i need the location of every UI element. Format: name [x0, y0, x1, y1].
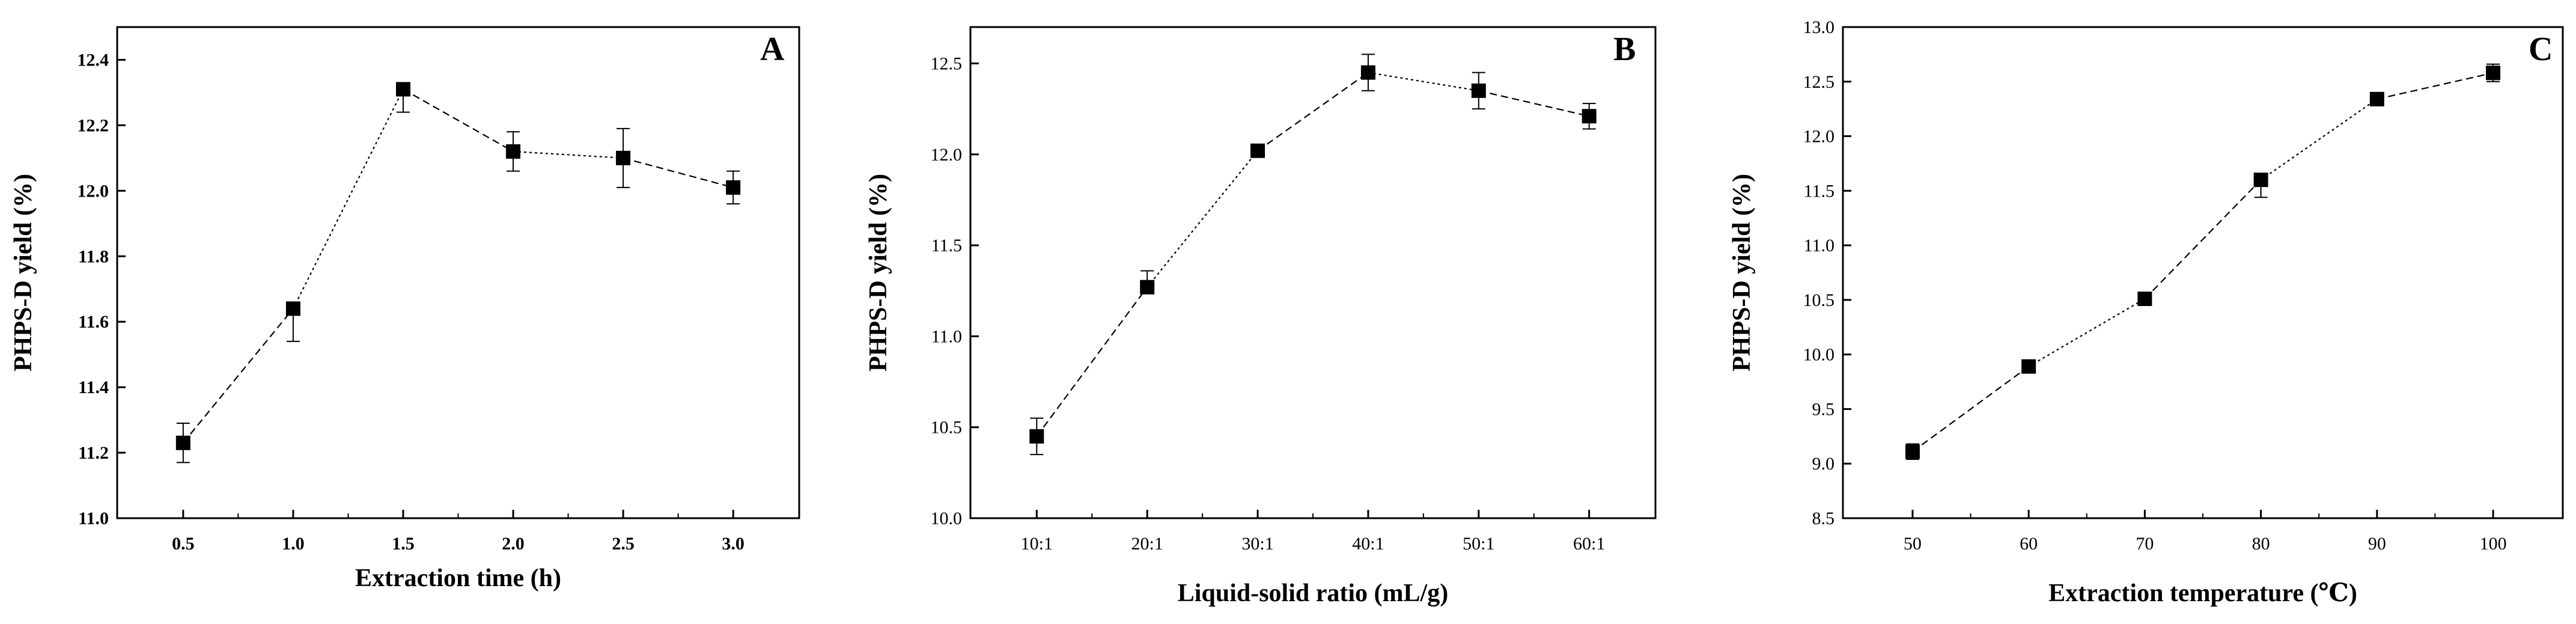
data-point — [726, 180, 741, 195]
series-line-segment — [403, 88, 514, 152]
x-tick-label: 1.0 — [282, 534, 305, 554]
data-point — [395, 82, 410, 97]
y-tick-label: 9.5 — [1812, 399, 1835, 419]
x-tick-label: 100 — [2480, 534, 2507, 554]
panel-letter: B — [1613, 31, 1636, 68]
y-tick-label: 12.0 — [931, 145, 963, 165]
y-tick-label: 9.0 — [1812, 454, 1835, 474]
y-tick-label: 10.5 — [1803, 290, 1835, 310]
data-point — [285, 301, 300, 316]
x-tick-label: 3.0 — [722, 534, 744, 554]
y-tick-label: 10.0 — [1803, 345, 1835, 365]
y-tick-label: 11.5 — [1804, 181, 1835, 201]
y-tick-label: 13.0 — [1803, 17, 1835, 37]
y-tick-label: 10.5 — [931, 418, 963, 438]
series-line-segment — [2260, 98, 2378, 181]
y-axis-title: PHPS-D yield (%) — [10, 174, 37, 372]
x-tick-label: 40:1 — [1352, 534, 1384, 554]
x-tick-label: 50:1 — [1463, 534, 1494, 554]
chart-svg: 10:1 20:1 30:1 40:1 50:1 60:1 10.0 10.5 11.0 11.5… — [865, 26, 1657, 607]
series-line-segment — [2377, 72, 2494, 100]
data-point — [616, 150, 631, 165]
series-line-segment — [292, 88, 404, 309]
series-line-segment — [623, 157, 734, 188]
data-point — [2486, 66, 2501, 81]
panel-letter: C — [2529, 31, 2553, 68]
series-line-segment — [1478, 90, 1589, 117]
plot-frame — [969, 26, 1657, 519]
series-line-segment — [1257, 72, 1369, 151]
chart-svg: 50 60 70 80 90 100 8.5 9.0 9.5 10.0 10.5 11.0 11.5 12… — [1728, 17, 2564, 607]
data-point — [1905, 444, 1920, 459]
y-tick-label: 12.0 — [1803, 127, 1835, 147]
data-point — [2253, 173, 2268, 188]
x-tick-label: 30:1 — [1241, 534, 1273, 554]
data-point — [1140, 280, 1155, 295]
y-tick-label: 12.4 — [78, 50, 109, 70]
x-tick-label: 60:1 — [1573, 534, 1605, 554]
x-axis-title: Liquid-solid ratio (mL/g) — [1178, 580, 1448, 607]
y-axis-title: PHPS-D yield (%) — [1728, 174, 1756, 372]
series-line-segment — [1368, 72, 1479, 91]
x-tick-label: 2.5 — [612, 534, 635, 554]
series-line-segment — [1146, 150, 1258, 288]
x-tick-label: 80 — [2252, 534, 2270, 554]
x-tick-label: 2.0 — [502, 534, 525, 554]
data-point — [2021, 359, 2036, 374]
data-point — [1029, 429, 1044, 444]
y-tick-label: 12.5 — [1803, 72, 1835, 92]
panel-a: 0.5 1.0 1.5 2.0 2.5 3.0 11.0 11.2 11.4 11.6 11.8 12… — [0, 0, 859, 624]
series-line-segment — [182, 308, 294, 444]
x-tick-label: 1.5 — [392, 534, 415, 554]
panel-b: 10:1 20:1 30:1 40:1 50:1 60:1 10.0 10.5 11.0 11.5… — [859, 0, 1719, 624]
y-tick-label: 10.0 — [931, 509, 963, 528]
plot-frame — [116, 26, 800, 519]
y-tick-label: 12.2 — [78, 115, 109, 135]
y-tick-label: 11.5 — [931, 236, 962, 255]
data-point — [1471, 83, 1486, 98]
plot-frame — [1842, 26, 2564, 519]
y-tick-label: 11.0 — [1804, 236, 1835, 255]
series-line-segment — [2028, 298, 2145, 367]
data-point — [2369, 91, 2384, 106]
data-point — [506, 144, 521, 159]
x-tick-label: 70 — [2136, 534, 2154, 554]
y-tick-label: 12.0 — [78, 181, 109, 201]
y-tick-label: 11.6 — [78, 312, 109, 332]
x-tick-label: 20:1 — [1131, 534, 1163, 554]
chart-svg: 0.5 1.0 1.5 2.0 2.5 3.0 11.0 11.2 11.4 11.6 11.8 12… — [10, 26, 800, 592]
data-point — [1250, 143, 1265, 158]
y-tick-label: 11.0 — [78, 509, 109, 528]
y-tick-label: 12.5 — [931, 54, 963, 74]
data-point — [175, 435, 190, 450]
x-tick-label: 50 — [1904, 534, 1922, 554]
data-point — [2137, 292, 2152, 307]
panel-c: 50 60 70 80 90 100 8.5 9.0 9.5 10.0 10.5 11.0 11.5 12… — [1719, 0, 2576, 624]
y-tick-label: 8.5 — [1812, 509, 1835, 528]
y-tick-label: 11.2 — [78, 443, 109, 463]
data-point — [1582, 109, 1597, 124]
series-line-segment — [1912, 366, 2029, 453]
x-tick-label: 90 — [2368, 534, 2386, 554]
y-axis-title: PHPS-D yield (%) — [865, 174, 892, 372]
x-axis-title: Extraction temperature (℃) — [2048, 580, 2357, 607]
series-line-segment — [2144, 179, 2262, 299]
y-tick-label: 11.4 — [78, 378, 109, 397]
x-axis-title: Extraction time (h) — [355, 564, 561, 592]
x-tick-label: 10:1 — [1021, 534, 1053, 554]
y-tick-label: 11.0 — [931, 326, 962, 346]
series-line-segment — [513, 150, 624, 159]
series-line-segment — [1036, 287, 1148, 437]
x-tick-label: 0.5 — [172, 534, 195, 554]
panel-letter: A — [760, 31, 785, 68]
y-tick-label: 11.8 — [78, 246, 109, 266]
data-point — [1360, 65, 1375, 80]
x-tick-label: 60 — [2020, 534, 2038, 554]
